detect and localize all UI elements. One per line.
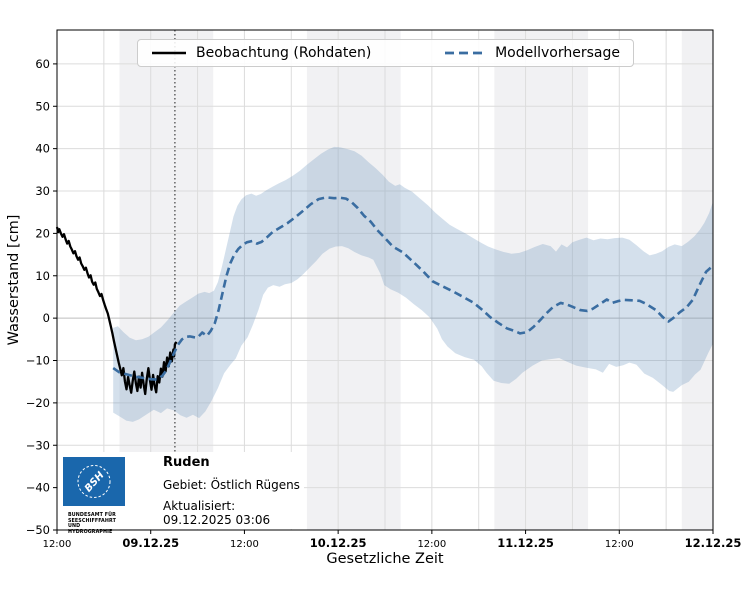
tick-label: 10.12.25 <box>310 536 367 550</box>
observation-line-sample-icon <box>152 51 186 55</box>
legend-forecast-label: Modellvorhersage <box>495 45 620 61</box>
station-region: Gebiet: Östlich Rügens <box>163 478 300 492</box>
tick-label: −40 <box>26 481 50 495</box>
tick-label: 09.12.25 <box>122 536 179 550</box>
observation-line <box>55 226 178 396</box>
tick-label: 40 <box>35 142 50 156</box>
station-text-block: Ruden Gebiet: Östlich Rügens Aktualisier… <box>163 455 304 527</box>
tick-label: −20 <box>26 396 50 410</box>
tick-label: 12:00 <box>230 539 259 550</box>
y-axis-label: Wasserstand [cm] <box>6 214 22 346</box>
tick-label: 10 <box>35 269 50 283</box>
tick-label: 20 <box>35 226 50 240</box>
tick-label: 30 <box>35 184 50 198</box>
tick-label: 12.12.25 <box>685 536 742 550</box>
tick-label: 60 <box>35 57 50 71</box>
x-axis-label: Gesetzliche Zeit <box>326 551 444 567</box>
tick-label: 12:00 <box>417 539 446 550</box>
chart-legend: Beobachtung (Rohdaten) Modellvorhersage <box>137 39 634 67</box>
forecast-line-sample-icon <box>445 51 486 55</box>
tick-label: 0 <box>43 311 50 325</box>
tick-label: −30 <box>26 438 50 452</box>
bsh-logo-icon: BSH <box>63 457 125 506</box>
forecast-uncertainty-band <box>113 146 713 422</box>
tick-label: −10 <box>26 354 50 368</box>
station-info-box: BSH BUNDESAMT FÜR SEESCHIFFFAHRT UND HYD… <box>58 452 304 535</box>
tick-label: 12:00 <box>605 539 634 550</box>
tick-label: 12:00 <box>43 539 72 550</box>
station-name: Ruden <box>163 455 210 470</box>
legend-item-observation: Beobachtung (Rohdaten) <box>151 45 371 61</box>
bsh-logo: BSH BUNDESAMT FÜR SEESCHIFFFAHRT UND HYD… <box>63 457 125 535</box>
tick-label: 11.12.25 <box>497 536 554 550</box>
tick-label: 50 <box>35 99 50 113</box>
tick-label: −50 <box>26 523 50 537</box>
bsh-org-name: BUNDESAMT FÜR SEESCHIFFFAHRT UND HYDROGR… <box>68 513 116 535</box>
legend-item-forecast: Modellvorhersage <box>444 45 620 61</box>
legend-observation-label: Beobachtung (Rohdaten) <box>196 45 372 61</box>
plot-border <box>56 29 714 531</box>
station-updated: Aktualisiert: 09.12.2025 03:06 <box>163 499 271 527</box>
night-shading-band <box>681 30 713 530</box>
